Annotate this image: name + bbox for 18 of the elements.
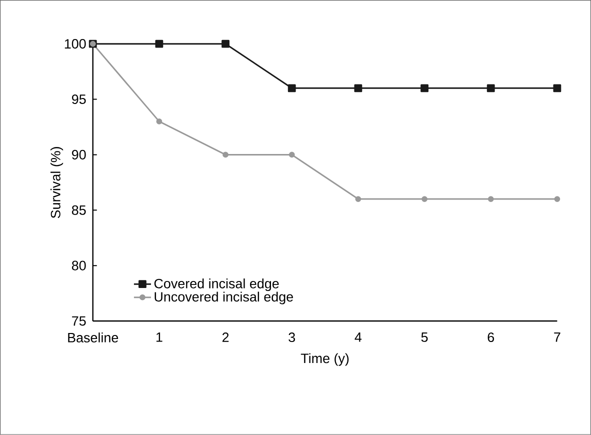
- legend-label: Covered incisal edge: [154, 278, 279, 292]
- x-axis-title: Time (y): [300, 353, 349, 366]
- y-tick-label: 95: [72, 94, 86, 104]
- x-tick-label: 4: [354, 332, 362, 342]
- x-tick-label: 3: [288, 332, 296, 342]
- y-tick-label: 85: [72, 205, 86, 215]
- x-tick-label: 7: [554, 332, 560, 342]
- y-tick-label: 75: [72, 316, 86, 326]
- y-tick-label: 80: [72, 260, 86, 270]
- y-tick-label: 100: [64, 39, 86, 49]
- x-tick-label: 1: [156, 332, 162, 342]
- x-tick-label: Baseline: [68, 332, 118, 342]
- y-tick-label: 90: [72, 150, 86, 160]
- legend-label: Uncovered incisal edge: [154, 292, 293, 304]
- x-tick-label: 6: [488, 332, 494, 342]
- x-tick-label: 2: [222, 332, 229, 342]
- y-axis-title: Survival (%): [50, 147, 64, 218]
- x-tick-label: 5: [421, 332, 428, 342]
